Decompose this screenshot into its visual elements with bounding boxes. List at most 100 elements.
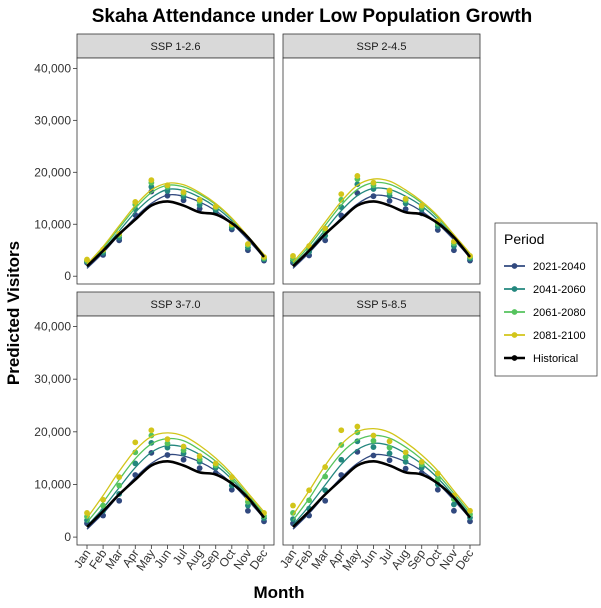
y-axis-label: Predicted Visitors bbox=[4, 241, 23, 385]
data-point bbox=[386, 438, 393, 445]
data-point bbox=[164, 192, 171, 199]
data-point bbox=[434, 470, 441, 477]
data-point bbox=[132, 439, 139, 446]
data-point bbox=[322, 237, 329, 244]
panels-group: SSP 1-2.6 0 10,000 20,000 30,000 40,000 SSP 2-… bbox=[34, 33, 481, 573]
series-2081-2100 bbox=[290, 173, 473, 263]
series-2081-2100 bbox=[84, 427, 267, 519]
series-2081-2100 bbox=[290, 423, 473, 516]
data-point bbox=[116, 474, 123, 480]
data-point bbox=[164, 440, 171, 447]
data-point bbox=[290, 253, 296, 259]
data-point bbox=[354, 173, 361, 179]
data-point bbox=[386, 197, 393, 204]
legend-key-point bbox=[511, 355, 518, 361]
series-line bbox=[86, 200, 266, 268]
facet-strip-label: SSP 1-2.6 bbox=[151, 41, 201, 53]
series-line bbox=[292, 200, 472, 268]
data-point bbox=[148, 427, 155, 434]
series-historical bbox=[86, 200, 266, 268]
data-point bbox=[306, 497, 312, 504]
x-axis-label: Month bbox=[254, 583, 305, 602]
data-point bbox=[402, 195, 409, 202]
legend-label: 2041-2060 bbox=[533, 284, 586, 296]
facet-strip bbox=[76, 291, 275, 317]
chart-title: Skaha Attendance under Low Population Gr… bbox=[92, 6, 533, 27]
facet-strip-label: SSP 2-4.5 bbox=[357, 41, 407, 53]
data-point bbox=[116, 497, 123, 504]
series-historical bbox=[292, 200, 472, 268]
data-point bbox=[402, 458, 409, 465]
data-point bbox=[180, 189, 187, 195]
data-point bbox=[451, 247, 457, 254]
data-point bbox=[322, 497, 329, 504]
data-point bbox=[164, 452, 171, 458]
y-tick-label: 40,000 bbox=[34, 320, 71, 334]
data-point bbox=[354, 423, 361, 430]
series-historical bbox=[292, 459, 472, 529]
plot-area bbox=[76, 315, 275, 546]
y-tick-label: 30,000 bbox=[34, 372, 71, 386]
data-point bbox=[451, 501, 457, 508]
legend-box bbox=[494, 222, 598, 377]
data-point bbox=[228, 474, 235, 480]
data-point bbox=[132, 472, 139, 478]
data-point bbox=[100, 502, 106, 509]
y-tick-label: 20,000 bbox=[34, 425, 71, 439]
x-tick-label: Dec bbox=[453, 547, 477, 573]
data-point bbox=[180, 456, 187, 463]
data-point bbox=[164, 188, 171, 194]
legend-key-point bbox=[511, 332, 518, 338]
data-point bbox=[196, 196, 203, 203]
data-point bbox=[245, 507, 251, 514]
data-point bbox=[84, 509, 90, 516]
data-point bbox=[196, 465, 203, 472]
y-tick-label: 10,000 bbox=[34, 217, 71, 231]
data-point bbox=[338, 191, 345, 198]
data-point bbox=[290, 502, 296, 509]
data-point bbox=[402, 449, 409, 456]
data-point bbox=[418, 202, 425, 209]
data-point bbox=[451, 507, 457, 514]
data-point bbox=[290, 509, 296, 516]
data-point bbox=[386, 457, 393, 464]
legend-entry: 2021-2040 bbox=[504, 261, 586, 273]
data-point bbox=[132, 460, 139, 467]
legend-entry: 2081-2100 bbox=[504, 330, 586, 342]
legend-entry: 2061-2080 bbox=[504, 307, 586, 319]
data-point bbox=[164, 444, 171, 451]
facet-strip bbox=[282, 33, 481, 59]
legend: Period 2021-2040 2041-2060 2061-2080 2081-21… bbox=[494, 222, 598, 377]
data-point bbox=[402, 454, 409, 460]
data-point bbox=[322, 464, 329, 470]
data-point bbox=[212, 460, 219, 467]
data-point bbox=[306, 487, 312, 494]
data-point bbox=[402, 465, 409, 472]
series-historical bbox=[86, 459, 266, 529]
data-point bbox=[338, 456, 345, 463]
data-point bbox=[370, 432, 377, 439]
data-point bbox=[370, 452, 377, 459]
data-point bbox=[84, 256, 90, 263]
data-point bbox=[164, 182, 171, 189]
legend-key-point bbox=[511, 309, 518, 315]
data-point bbox=[132, 199, 139, 205]
data-point bbox=[434, 486, 441, 493]
x-tick-label: Dec bbox=[247, 547, 271, 573]
facet-panel: SSP 2-4.5 bbox=[282, 33, 481, 285]
data-point bbox=[322, 473, 329, 480]
facet-panel: SSP 1-2.6 0 10,000 20,000 30,000 40,000 bbox=[34, 33, 275, 285]
facet-panel: SSP 3-7.0010,00020,00030,00040,000JanFeb… bbox=[34, 291, 275, 573]
plot-area bbox=[76, 57, 275, 285]
legend-key-point bbox=[511, 286, 518, 292]
facet-panel: SSP 5-8.5JanFebMarAprMayJunJulAugSepOctN… bbox=[277, 291, 481, 573]
data-point bbox=[148, 177, 155, 183]
y-tick-label: 10,000 bbox=[34, 477, 71, 491]
data-point bbox=[212, 203, 219, 210]
data-point bbox=[338, 196, 345, 203]
data-point bbox=[370, 193, 377, 200]
plot-area bbox=[282, 315, 481, 546]
data-point bbox=[196, 453, 203, 459]
facet-strip-label: SSP 5-8.5 bbox=[357, 299, 407, 311]
y-tick-label: 20,000 bbox=[34, 165, 71, 179]
